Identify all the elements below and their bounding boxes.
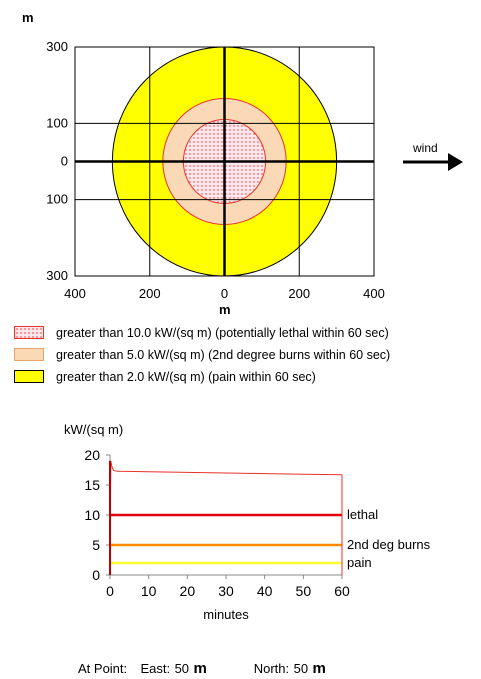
map-y-tick-label: 100 (46, 192, 68, 207)
line-x-tick-label: 30 (218, 583, 234, 599)
threat-zone-map: 400 200 0 200 400 300 100 0 100 300 wind (46, 39, 463, 301)
map-y-tick-label: 300 (46, 39, 68, 54)
map-y-tick-label: 0 (61, 154, 68, 169)
line-y-axis-label: kW/(sq m) (64, 422, 123, 437)
map-y-tick-label: 100 (46, 115, 68, 130)
map-x-tick-label: 400 (363, 286, 385, 301)
legend-swatch-pain (14, 370, 44, 383)
wind-arrowhead-icon (448, 153, 463, 171)
line-x-tick-label: 50 (296, 583, 312, 599)
intensity-series-line-0 (109, 460, 343, 576)
at-point-footer: At Point: East: 50 m North: 50 m (78, 660, 326, 678)
line-x-axis-label: minutes (203, 607, 249, 622)
map-x-tick-label: 400 (64, 286, 86, 301)
map-x-tick-label: 200 (288, 286, 310, 301)
legend-swatch-burns (14, 348, 44, 361)
line-x-tick-label: 0 (106, 583, 114, 599)
north-unit: m (312, 660, 326, 677)
north-value: 50 (293, 661, 309, 676)
line-x-tick-label: 20 (180, 583, 196, 599)
threshold-label-0: lethal (347, 507, 378, 522)
legend-label-burns: greater than 5.0 kW/(sq m) (2nd degree b… (56, 348, 391, 362)
intensity-chart: kW/(sq m) lethal 2nd deg burns pain 0 5 10 15… (64, 422, 431, 622)
east-value: 50 (174, 661, 190, 676)
map-y-unit: m (22, 10, 34, 25)
line-x-tick-label: 60 (334, 583, 350, 599)
legend-swatch-lethal (14, 326, 44, 339)
legend-label-pain: greater than 2.0 kW/(sq m) (pain within … (56, 370, 316, 384)
line-x-tick-label: 10 (141, 583, 157, 599)
line-y-tick-label: 15 (84, 477, 100, 493)
map-x-tick-label: 200 (139, 286, 161, 301)
threshold-label-2: pain (347, 555, 372, 570)
map-x-unit: m (219, 302, 231, 317)
map-x-tick-label: 0 (221, 286, 228, 301)
threshold-label-1: 2nd deg burns (347, 537, 431, 552)
map-y-tick-label: 300 (46, 268, 68, 283)
at-point-label: At Point: (78, 661, 128, 676)
line-x-tick-label: 40 (257, 583, 273, 599)
east-label: East: (140, 661, 171, 676)
line-y-tick-label: 10 (84, 507, 100, 523)
east-unit: m (193, 660, 207, 677)
line-y-tick-label: 5 (92, 537, 100, 553)
line-y-tick-label: 20 (84, 447, 100, 463)
line-y-tick-label: 0 (92, 567, 100, 583)
wind-label: wind (412, 141, 438, 155)
legend-label-lethal: greater than 10.0 kW/(sq m) (potentially… (56, 326, 389, 340)
north-label: North: (253, 661, 290, 676)
